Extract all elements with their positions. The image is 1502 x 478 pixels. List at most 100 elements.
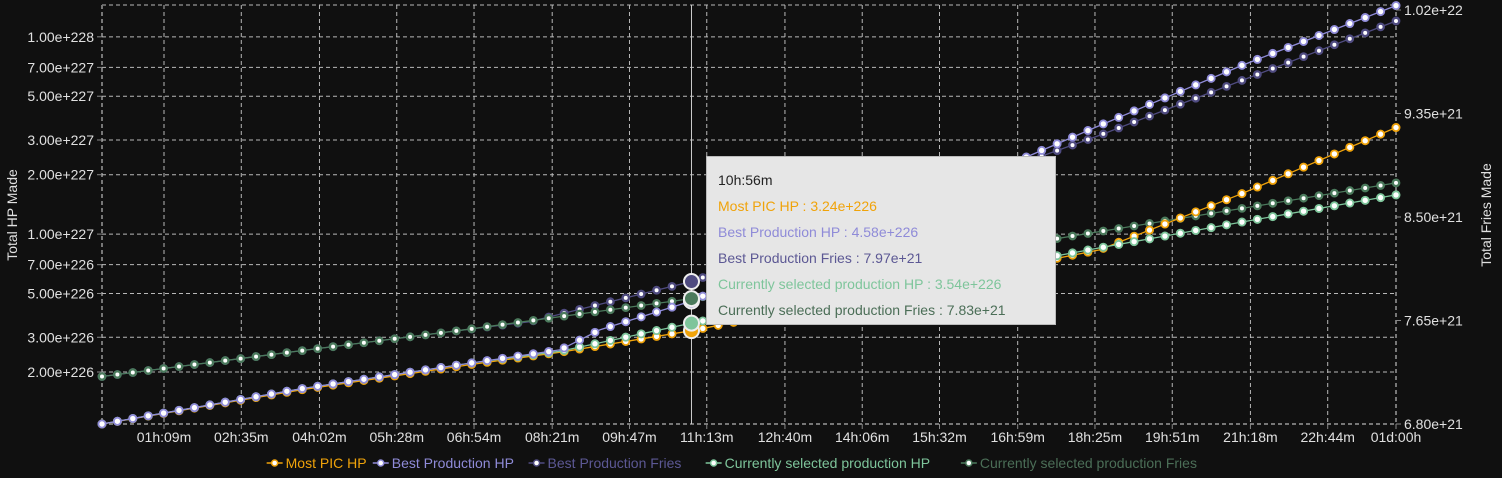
data-point[interactable] [467, 358, 477, 368]
data-point[interactable] [513, 318, 523, 327]
data-point[interactable] [1268, 212, 1278, 222]
data-point[interactable] [1098, 129, 1108, 139]
data-point[interactable] [667, 281, 677, 291]
data-point[interactable] [1329, 149, 1339, 159]
data-point[interactable] [1345, 142, 1355, 152]
data-point[interactable] [313, 381, 323, 391]
data-point[interactable] [220, 356, 230, 365]
data-point[interactable] [1160, 105, 1170, 115]
data-point[interactable] [1237, 60, 1247, 70]
data-point[interactable] [1114, 123, 1124, 133]
data-point[interactable] [1206, 209, 1216, 218]
data-point[interactable] [636, 312, 646, 322]
data-point[interactable] [636, 301, 646, 310]
data-point[interactable] [282, 348, 292, 358]
data-point[interactable] [1052, 146, 1062, 155]
data-point[interactable] [1160, 93, 1170, 103]
data-point[interactable] [1206, 223, 1216, 233]
data-point[interactable] [1175, 99, 1185, 109]
data-point[interactable] [128, 368, 138, 377]
data-point[interactable] [328, 342, 338, 352]
data-point[interactable] [359, 374, 369, 384]
data-point[interactable] [143, 366, 153, 375]
data-point[interactable] [1237, 189, 1247, 199]
data-point[interactable] [436, 328, 446, 338]
data-point[interactable] [1145, 111, 1154, 121]
data-point[interactable] [498, 320, 507, 329]
data-point[interactable] [328, 379, 338, 389]
data-point[interactable] [1114, 239, 1124, 249]
data-point[interactable] [97, 372, 107, 381]
data-point[interactable] [1098, 226, 1108, 236]
data-point[interactable] [1252, 214, 1262, 224]
data-point[interactable] [667, 322, 677, 332]
data-point[interactable] [1314, 46, 1324, 56]
data-point[interactable] [667, 302, 677, 312]
data-point[interactable] [636, 289, 646, 299]
data-point[interactable] [190, 360, 199, 369]
data-point[interactable] [451, 326, 461, 336]
data-point[interactable] [1329, 188, 1339, 198]
data-point[interactable] [1206, 87, 1216, 97]
data-point[interactable] [1145, 99, 1155, 109]
data-point[interactable] [544, 347, 554, 357]
data-point[interactable] [374, 336, 384, 346]
data-point[interactable] [1283, 196, 1293, 206]
data-point[interactable] [1360, 136, 1370, 146]
data-point[interactable] [1145, 234, 1155, 244]
highlight-point[interactable] [682, 290, 700, 308]
data-point[interactable] [1299, 36, 1309, 46]
data-point[interactable] [174, 362, 184, 371]
data-point[interactable] [159, 408, 169, 418]
data-point[interactable] [97, 419, 107, 429]
data-point[interactable] [267, 350, 276, 359]
legend-item-most-pic-hp[interactable]: Most PIC HP [266, 455, 367, 471]
data-point[interactable] [1037, 145, 1047, 155]
data-point[interactable] [1299, 52, 1308, 62]
data-point[interactable] [652, 326, 662, 336]
data-point[interactable] [1222, 195, 1232, 205]
data-point[interactable] [421, 330, 430, 340]
highlight-point[interactable] [682, 314, 700, 332]
data-point[interactable] [590, 307, 600, 317]
data-point[interactable] [513, 351, 523, 361]
data-point[interactable] [1391, 1, 1401, 11]
data-point[interactable] [1252, 70, 1262, 79]
data-point[interactable] [159, 364, 169, 373]
data-point[interactable] [1160, 219, 1170, 229]
data-point[interactable] [1068, 132, 1078, 142]
data-point[interactable] [605, 335, 615, 345]
data-point[interactable] [590, 327, 600, 337]
data-point[interactable] [1129, 237, 1139, 247]
data-point[interactable] [1191, 225, 1201, 235]
data-point[interactable] [559, 343, 569, 353]
legend-item-currently-selected-production-fries[interactable]: Currently selected production Fries [960, 455, 1197, 471]
data-point[interactable] [621, 293, 631, 303]
data-point[interactable] [605, 305, 615, 315]
data-point[interactable] [436, 363, 446, 373]
data-point[interactable] [1268, 64, 1278, 73]
data-point[interactable] [482, 356, 492, 366]
data-point[interactable] [559, 311, 569, 321]
data-point[interactable] [1283, 209, 1293, 219]
data-point[interactable] [1191, 93, 1201, 103]
data-point[interactable] [174, 405, 184, 415]
data-point[interactable] [189, 403, 199, 413]
data-point[interactable] [1314, 30, 1324, 40]
data-point[interactable] [1329, 25, 1339, 35]
data-point[interactable] [1175, 213, 1185, 223]
legend-item-best-production-fries[interactable]: Best Production Fries [528, 455, 682, 471]
data-point[interactable] [1283, 169, 1293, 179]
data-point[interactable] [1345, 198, 1355, 208]
data-point[interactable] [1098, 119, 1108, 129]
data-point[interactable] [1098, 242, 1108, 252]
data-point[interactable] [374, 372, 384, 382]
legend-item-currently-selected-production-hp[interactable]: Currently selected production HP [705, 455, 930, 471]
data-point[interactable] [1222, 220, 1232, 230]
legend-item-best-production-hp[interactable]: Best Production HP [372, 455, 514, 471]
data-point[interactable] [297, 346, 307, 356]
data-point[interactable] [1083, 229, 1093, 238]
data-point[interactable] [451, 360, 461, 370]
data-point[interactable] [621, 317, 631, 327]
data-point[interactable] [205, 400, 215, 410]
